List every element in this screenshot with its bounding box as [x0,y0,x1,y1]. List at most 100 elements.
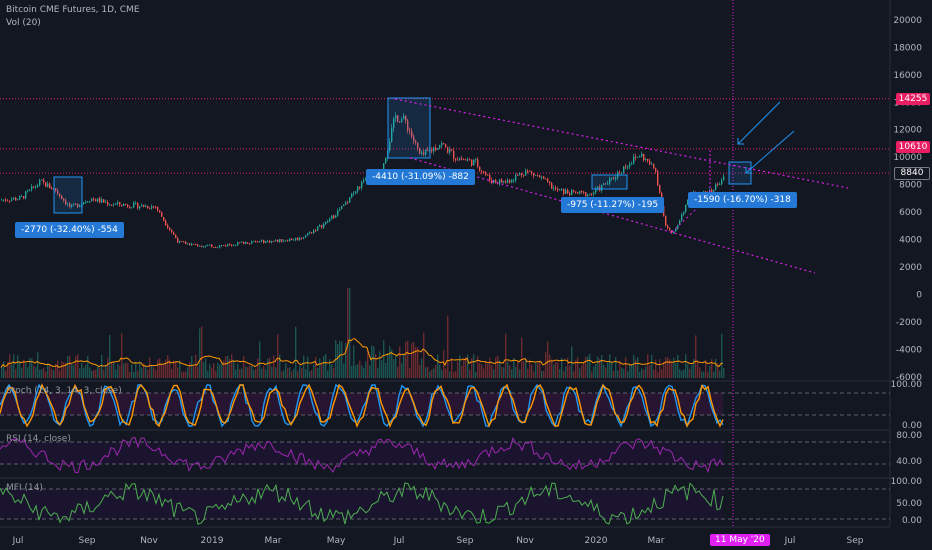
candle-body [35,187,36,188]
volume-bar [589,354,590,378]
volume-bar [137,371,138,378]
candle-body [165,221,166,226]
volume-bar [545,352,546,378]
candle-body [31,186,32,189]
volume-bar [201,327,202,378]
candle-body [13,198,14,199]
price-badge-14255: 14255 [896,93,930,105]
volume-bar [271,367,272,378]
candle-body [93,199,94,200]
candle-body [231,245,232,246]
volume-bar [313,364,314,378]
candle-body [255,241,256,242]
candle-body [275,240,276,241]
candle-body [541,177,542,178]
volume-bar [707,372,708,378]
candle-body [619,172,620,173]
candle-body [273,241,274,242]
volume-bar [305,369,306,378]
volume-bar [93,370,94,378]
volume-bar [691,365,692,378]
measure-label-3[interactable]: -975 (-11.27%) -195 [561,197,664,213]
candle-body [99,198,100,202]
candle-body [637,157,638,158]
candle-body [167,225,168,228]
candle-body [581,191,582,192]
time-tick-label: Sep [457,536,474,546]
volume-bar [495,357,496,378]
candle-body [37,185,38,186]
trend-drawings[interactable] [54,98,848,273]
time-tick-label: Mar [648,536,665,546]
candle-body [285,241,286,242]
volume-bar [61,361,62,378]
volume-bar [243,356,244,378]
candle-body [341,206,342,209]
stoch-tick-label: 0.00 [902,421,922,431]
volume-bar [697,361,698,378]
candle-body [345,202,346,204]
candle-body [141,205,142,207]
volume-bar [19,361,20,378]
volume-bar [1,368,2,378]
time-tick-label: Jul [12,536,24,546]
volume-bar [205,358,206,378]
candle-body [531,172,532,173]
volume-bar [473,354,474,378]
candle-body [549,182,550,183]
candle-body [547,179,548,182]
volume-bar [15,369,16,378]
candle-body [121,205,122,206]
volume-bar [47,363,48,378]
volume-bar [511,369,512,378]
volume-bar [235,370,236,378]
volume-bar [327,371,328,378]
measure-label-1[interactable]: -2770 (-32.40%) -554 [15,222,124,238]
candle-body [243,242,244,244]
candle-body [625,166,626,167]
volume-bar [411,343,412,378]
candle-body [177,238,178,242]
measure-label-4[interactable]: -1590 (-16.70%) -318 [688,192,797,208]
volume-bar [293,369,294,378]
candle-body [485,173,486,175]
candle-body [105,202,106,203]
volume-bar [135,362,136,378]
volume-bar [177,368,178,378]
candle-body [363,180,364,182]
candle-body [115,204,116,205]
candle-body [633,157,634,164]
volume-bar [713,372,714,378]
volume-bar [421,359,422,378]
volume-bar [393,359,394,378]
candle-body [113,205,114,206]
volume-bar [159,358,160,378]
candle-body [155,207,156,208]
candle-body [297,238,298,240]
candle-body [461,158,462,159]
volume-bar [353,345,354,378]
volume-bar [59,371,60,378]
candle-body [223,245,224,246]
candle-body [213,247,214,248]
volume-bar [91,371,92,378]
candle-body [455,159,456,160]
volume-bar [193,366,194,378]
volume-bar [21,368,22,378]
candle-body [487,175,488,176]
volume-bar [489,358,490,378]
candle-body [315,230,316,231]
volume-bar [661,369,662,378]
volume-bar [41,369,42,378]
candle-body [149,208,150,209]
volume-bar [107,358,108,378]
measure-label-2[interactable]: -4410 (-31.09%) -882 [366,169,475,185]
volume-bar [603,365,604,378]
volume-bar [485,361,486,378]
volume-bar [195,355,196,378]
candle-body [83,202,84,203]
volume-bar [449,372,450,378]
volume-bar [645,366,646,378]
volume-bar [577,357,578,378]
